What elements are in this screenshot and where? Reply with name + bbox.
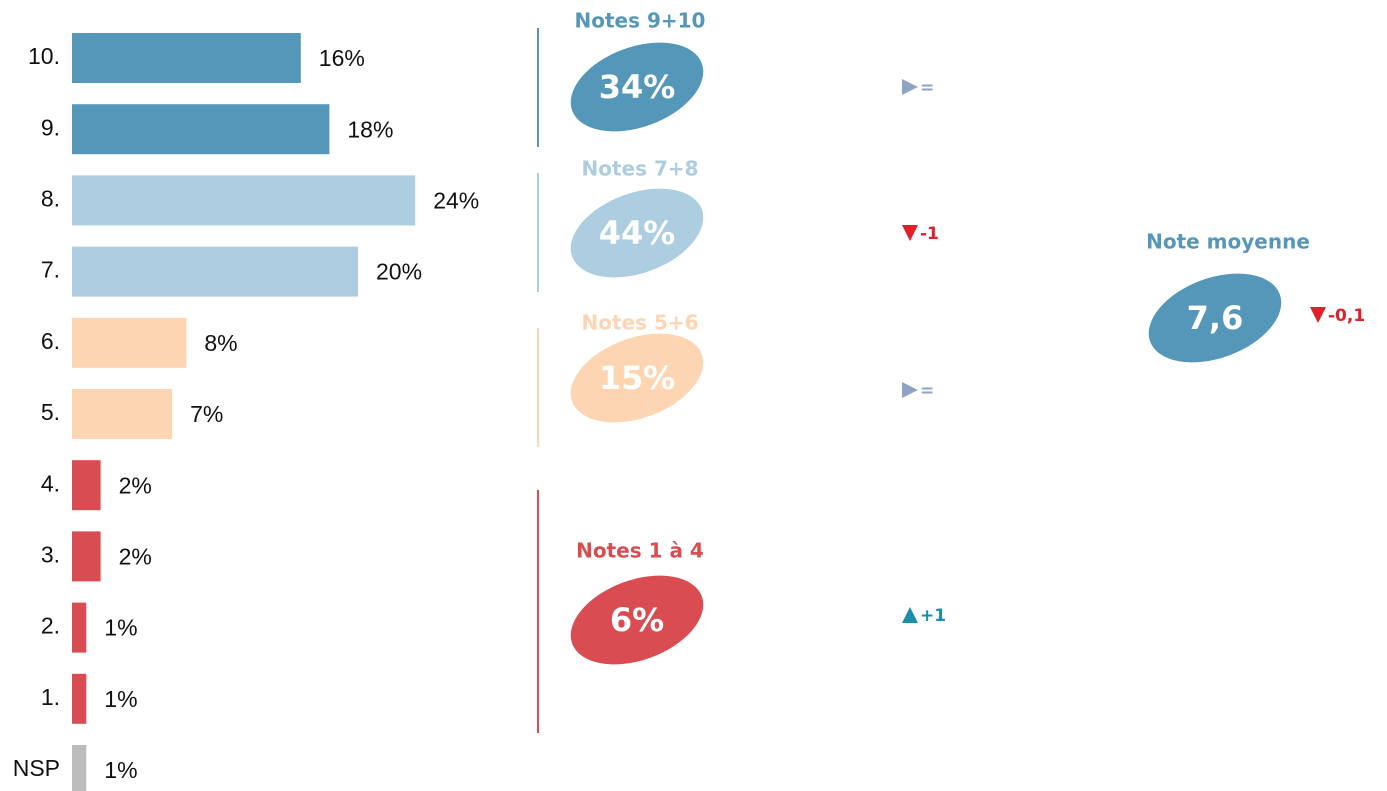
bar <box>72 175 416 226</box>
value-label: 2% <box>119 543 152 569</box>
category-label: 7. <box>41 257 60 283</box>
value-label: 1% <box>104 757 137 783</box>
trend-change: = <box>920 78 934 98</box>
category-label: 9. <box>41 114 60 140</box>
value-label: 7% <box>190 401 223 427</box>
trend-change: = <box>920 381 934 401</box>
category-label: 10. <box>28 43 60 69</box>
value-label: 1% <box>104 686 137 712</box>
group-value: 34% <box>599 68 676 106</box>
mean-title: Note moyenne <box>1146 230 1310 254</box>
group-bubble <box>570 188 704 278</box>
value-label: 24% <box>433 187 479 213</box>
group-bubble <box>570 575 704 665</box>
group-title: Notes 5+6 <box>581 311 698 335</box>
group-value: 6% <box>610 601 664 639</box>
category-label: NSP <box>13 755 60 781</box>
bar <box>72 246 358 297</box>
trend-icon <box>902 225 918 241</box>
category-label: 8. <box>41 185 60 211</box>
mean-value: 7,6 <box>1187 299 1244 337</box>
trend-change: -1 <box>920 224 939 244</box>
value-label: 8% <box>204 330 237 356</box>
value-label: 1% <box>104 615 137 641</box>
bar <box>72 104 330 155</box>
value-label: 2% <box>119 472 152 498</box>
value-label: 16% <box>319 45 365 71</box>
trend-change: +1 <box>920 606 946 626</box>
mean-change: -0,1 <box>1328 306 1365 326</box>
trend-icon <box>902 382 918 398</box>
trend-icon <box>902 607 918 623</box>
trend-icon <box>902 79 918 95</box>
group-title: Notes 7+8 <box>581 157 698 181</box>
category-label: 5. <box>41 399 60 425</box>
bar <box>72 602 87 653</box>
bar <box>72 389 173 439</box>
bar <box>72 460 101 511</box>
bar <box>72 745 87 791</box>
group-value: 15% <box>599 359 676 397</box>
category-label: 1. <box>41 684 60 710</box>
category-label: 4. <box>41 470 60 496</box>
group-title: Notes 9+10 <box>575 9 706 33</box>
group-bubble <box>570 333 704 423</box>
mean-bubble <box>1148 273 1282 363</box>
value-label: 18% <box>347 116 393 142</box>
value-label: 20% <box>376 259 422 285</box>
group-value: 44% <box>599 214 676 252</box>
group-title: Notes 1 à 4 <box>576 539 704 563</box>
bar <box>72 33 301 83</box>
category-label: 6. <box>41 328 60 354</box>
group-bubble <box>570 42 704 132</box>
bar <box>72 317 187 368</box>
trend-icon <box>1310 307 1326 323</box>
category-label: 3. <box>41 541 60 567</box>
category-label: 2. <box>41 613 60 639</box>
bar <box>72 673 87 724</box>
bar <box>72 531 101 582</box>
